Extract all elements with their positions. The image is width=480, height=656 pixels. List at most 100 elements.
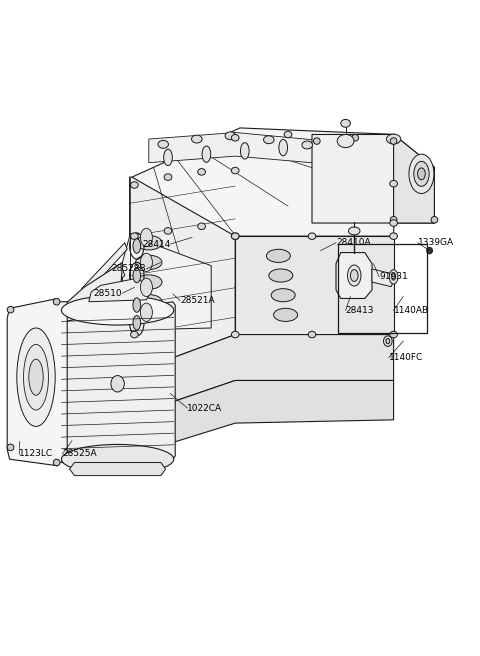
Ellipse shape — [390, 233, 397, 239]
Ellipse shape — [348, 227, 360, 235]
Ellipse shape — [231, 331, 239, 338]
Polygon shape — [394, 134, 434, 223]
Ellipse shape — [140, 303, 153, 321]
Ellipse shape — [409, 154, 434, 194]
Text: 1123LC: 1123LC — [19, 449, 53, 459]
Ellipse shape — [136, 295, 162, 309]
Ellipse shape — [308, 331, 316, 338]
Ellipse shape — [266, 249, 290, 262]
Ellipse shape — [164, 228, 172, 234]
Text: 1140AB: 1140AB — [394, 306, 429, 315]
Ellipse shape — [133, 239, 141, 253]
Ellipse shape — [133, 298, 141, 312]
Ellipse shape — [136, 255, 162, 270]
Polygon shape — [235, 236, 394, 335]
Ellipse shape — [308, 233, 316, 239]
Ellipse shape — [284, 131, 292, 138]
Ellipse shape — [158, 140, 168, 148]
Ellipse shape — [231, 134, 239, 141]
Ellipse shape — [24, 344, 48, 410]
Text: 28413: 28413 — [346, 306, 374, 315]
Polygon shape — [60, 302, 175, 462]
Ellipse shape — [17, 328, 55, 426]
Ellipse shape — [231, 233, 239, 239]
Text: 28414: 28414 — [142, 239, 170, 249]
Ellipse shape — [264, 136, 274, 144]
Ellipse shape — [198, 169, 205, 175]
Polygon shape — [46, 262, 122, 364]
Ellipse shape — [386, 338, 390, 344]
Ellipse shape — [131, 182, 138, 188]
Polygon shape — [130, 335, 394, 417]
Ellipse shape — [164, 150, 172, 165]
Text: 28528B: 28528B — [112, 264, 146, 274]
Ellipse shape — [231, 233, 239, 239]
Ellipse shape — [418, 168, 425, 180]
Text: 28525A: 28525A — [62, 449, 97, 459]
Polygon shape — [72, 269, 125, 323]
Polygon shape — [89, 279, 151, 302]
Polygon shape — [130, 128, 396, 281]
Ellipse shape — [140, 228, 153, 247]
Ellipse shape — [348, 265, 361, 286]
Polygon shape — [312, 134, 434, 223]
Ellipse shape — [390, 220, 397, 226]
Text: 1022CA: 1022CA — [187, 403, 222, 413]
Text: 28410A: 28410A — [336, 238, 371, 247]
Ellipse shape — [390, 331, 397, 338]
Polygon shape — [336, 253, 372, 298]
Ellipse shape — [7, 444, 14, 451]
Ellipse shape — [231, 167, 239, 174]
Ellipse shape — [389, 270, 398, 284]
Polygon shape — [82, 243, 127, 297]
Polygon shape — [372, 269, 394, 287]
Ellipse shape — [274, 308, 298, 321]
Ellipse shape — [392, 274, 396, 280]
Ellipse shape — [350, 270, 358, 281]
Ellipse shape — [352, 134, 359, 141]
Polygon shape — [130, 380, 394, 456]
Ellipse shape — [61, 445, 174, 474]
Ellipse shape — [136, 275, 162, 289]
Polygon shape — [70, 462, 166, 476]
Text: 91931: 91931 — [379, 272, 408, 281]
Text: 1339GA: 1339GA — [418, 238, 454, 247]
Ellipse shape — [133, 268, 141, 283]
Ellipse shape — [111, 375, 124, 392]
Ellipse shape — [198, 223, 205, 230]
Polygon shape — [149, 133, 326, 164]
Text: 1140FC: 1140FC — [389, 353, 423, 362]
Ellipse shape — [7, 306, 14, 313]
Text: 28521A: 28521A — [180, 296, 215, 305]
Ellipse shape — [269, 269, 293, 282]
Ellipse shape — [337, 134, 354, 148]
Polygon shape — [122, 236, 211, 330]
Ellipse shape — [302, 141, 312, 149]
Ellipse shape — [414, 161, 429, 186]
Ellipse shape — [384, 336, 392, 346]
Ellipse shape — [133, 316, 141, 330]
Ellipse shape — [390, 180, 397, 187]
Ellipse shape — [53, 459, 60, 466]
Ellipse shape — [427, 247, 432, 254]
Ellipse shape — [136, 236, 162, 250]
Ellipse shape — [279, 139, 288, 155]
Ellipse shape — [131, 331, 138, 338]
Ellipse shape — [390, 138, 397, 144]
Ellipse shape — [53, 298, 60, 305]
Ellipse shape — [386, 134, 401, 144]
Polygon shape — [62, 290, 122, 342]
Ellipse shape — [341, 119, 350, 127]
Ellipse shape — [225, 132, 236, 140]
Ellipse shape — [271, 289, 295, 302]
Ellipse shape — [164, 174, 172, 180]
Ellipse shape — [431, 216, 438, 223]
Polygon shape — [7, 298, 67, 466]
Ellipse shape — [140, 278, 153, 297]
Ellipse shape — [29, 359, 43, 395]
Ellipse shape — [192, 135, 202, 143]
Ellipse shape — [140, 253, 153, 272]
Ellipse shape — [240, 142, 249, 159]
Polygon shape — [130, 177, 235, 374]
Ellipse shape — [390, 216, 397, 223]
